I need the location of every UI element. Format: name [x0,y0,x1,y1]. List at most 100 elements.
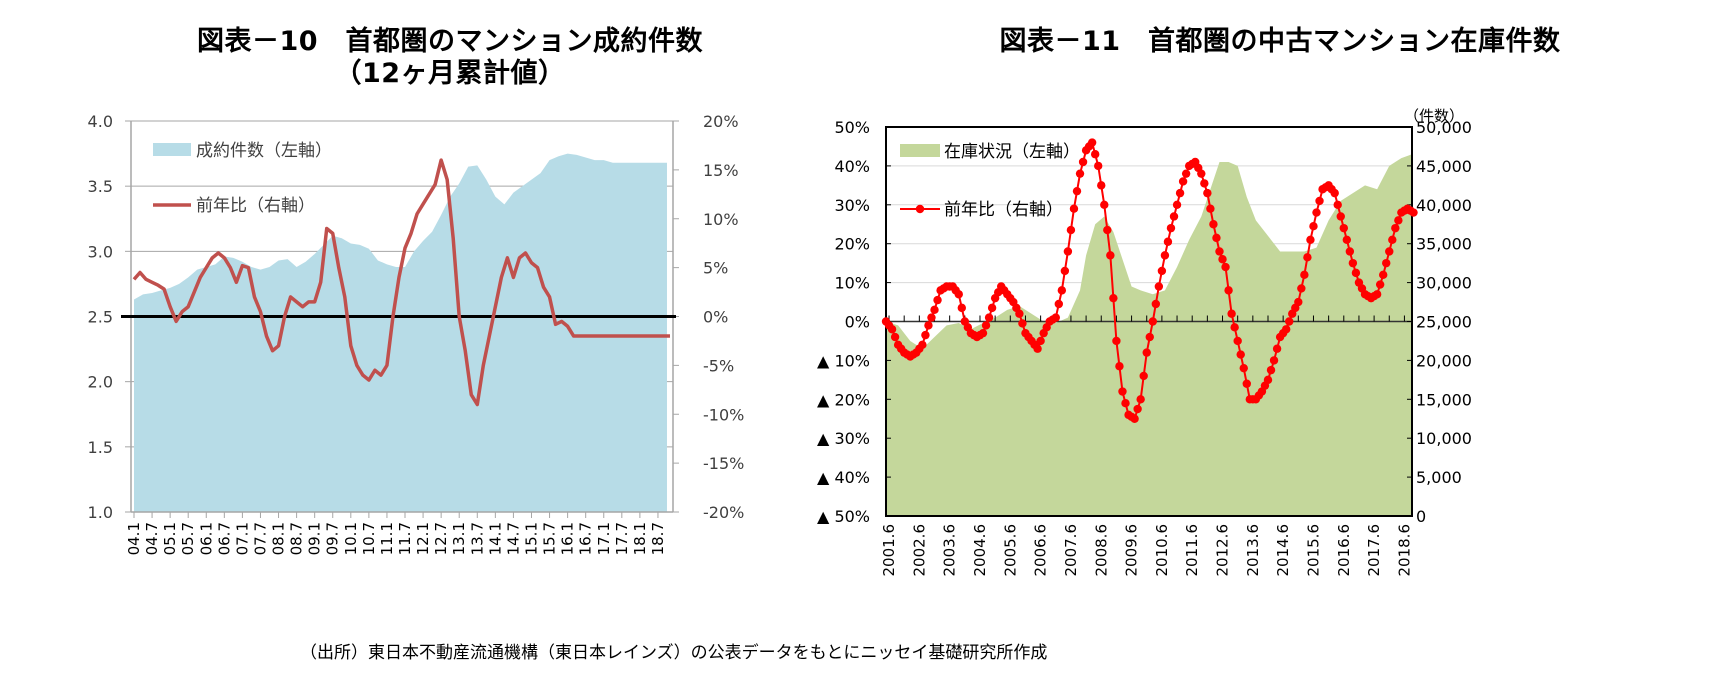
yoy-marker [1333,200,1342,209]
yoy-marker [1263,375,1273,385]
yoy-marker [1018,319,1027,328]
yoy-marker [1294,297,1303,307]
yoy-marker [1136,395,1145,404]
yoy-marker [1090,150,1100,159]
x-tick-label: 10.1 [342,522,360,555]
yoy-marker [1060,266,1070,276]
right-tick-label: 30,000 [1416,274,1472,293]
x-tick-label: 05.1 [161,522,179,555]
left-tick-label: ▲ 20% [817,390,870,409]
x-tick-label: 14.1 [486,522,504,555]
left-tick-label: ▲ 40% [817,468,870,487]
x-tick-label: 2005.6 [1001,524,1019,577]
yoy-marker [978,328,988,338]
x-tick-label: 2009.6 [1123,524,1141,577]
left-tick-label: 1.0 [88,503,113,522]
right-tick-label: 50,000 [1416,118,1472,137]
yoy-marker [1106,251,1115,260]
yoy-marker [1339,223,1348,233]
chart2-title: 図表－11 首都圏の中古マンション在庫件数 [940,26,1620,58]
chart2-title-line1: 図表－11 首都圏の中古マンション在庫件数 [999,26,1561,57]
yoy-marker [1297,284,1306,293]
yoy-marker [1336,212,1345,221]
right-tick-label: -15% [703,454,744,473]
left-tick-label: ▲ 50% [817,507,870,526]
yoy-marker [1342,235,1352,245]
legend-area-swatch [900,144,940,157]
left-tick-label: 50% [834,118,870,137]
yoy-marker [924,321,933,330]
yoy-marker [1391,223,1400,233]
right-tick-label: 45,000 [1416,157,1472,176]
x-tick-label: 2008.6 [1092,524,1110,577]
right-tick-label: 0% [703,308,728,327]
yoy-marker [1281,325,1291,334]
x-tick-label: 13.7 [468,522,486,555]
yoy-marker [1230,323,1239,332]
yoy-marker [1139,371,1148,381]
left-tick-label: 4.0 [88,112,113,131]
yoy-marker [1118,387,1127,396]
x-tick-label: 07.7 [251,522,269,555]
x-tick-label: 06.1 [197,522,215,555]
x-tick-label: 2002.6 [910,524,928,577]
x-tick-label: 2006.6 [1032,524,1050,577]
yoy-marker [918,340,927,350]
right-tick-label: 25,000 [1416,313,1472,332]
legend-marker-swatch [915,204,925,214]
yoy-line [132,158,670,407]
yoy-marker [1285,317,1294,326]
x-tick-label: 11.7 [396,522,414,555]
yoy-marker [1169,212,1179,221]
legend-label-yoy: 前年比（右軸） [196,196,315,216]
left-tick-label: 30% [834,196,870,215]
yoy-marker [987,303,997,313]
yoy-marker [1242,379,1251,388]
yoy-marker [1078,157,1088,167]
x-tick-label: 2001.6 [880,524,898,577]
yoy-marker [1206,204,1215,213]
yoy-marker [1145,332,1154,342]
x-tick-label: 2018.6 [1395,524,1413,577]
yoy-marker [1382,258,1391,268]
left-tick-label: 20% [834,235,870,254]
x-tick-label: 2013.6 [1244,524,1262,577]
yoy-marker [1157,266,1167,276]
right-tick-label: 20,000 [1416,351,1472,370]
left-tick-label: 2.0 [88,373,113,392]
unit-label: （件数） [1404,107,1464,125]
x-tick-label: 2016.6 [1335,524,1353,577]
right-tick-label: 10% [703,210,739,229]
yoy-marker [1036,336,1045,346]
yoy-marker [890,332,900,342]
yoy-marker [1309,221,1318,231]
yoy-marker [1148,317,1157,326]
x-tick-label: 17.1 [595,522,613,555]
yoy-marker [1094,161,1103,171]
source-note: （出所）東日本不動産流通機構（東日本レインズ）の公表データをもとにニッセイ基礎研… [300,643,1048,663]
yoy-marker [1236,350,1245,359]
yoy-marker [927,313,936,322]
left-tick-label: 3.5 [88,177,113,196]
x-tick-label: 12.7 [432,522,450,555]
x-tick-label: 18.1 [631,522,649,555]
yoy-marker [984,313,994,322]
right-tick-label: -20% [703,503,744,522]
x-tick-label: 17.7 [613,522,631,555]
right-tick-label: 0 [1416,507,1426,526]
right-tick-label: 10,000 [1416,429,1472,448]
yoy-marker [1306,235,1315,245]
sales-count-area [134,153,667,513]
yoy-marker [1166,223,1176,233]
left-tick-label: 1.5 [88,438,113,457]
yoy-marker [887,325,897,334]
x-tick-label: 08.1 [270,522,288,555]
x-tick-label: 04.7 [143,522,161,555]
yoy-marker [1130,414,1139,423]
yoy-marker [1209,220,1218,229]
yoy-marker [1151,299,1161,309]
x-tick-label: 16.1 [559,522,577,555]
yoy-marker [1097,181,1106,190]
right-tick-label: 15% [703,161,739,180]
yoy-marker [1112,336,1121,346]
